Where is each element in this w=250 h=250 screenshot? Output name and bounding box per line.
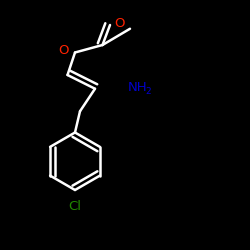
Text: 2: 2 (146, 87, 152, 96)
Text: Cl: Cl (68, 200, 82, 213)
Text: NH: NH (128, 81, 147, 94)
Text: O: O (58, 44, 69, 57)
Text: O: O (114, 17, 125, 30)
